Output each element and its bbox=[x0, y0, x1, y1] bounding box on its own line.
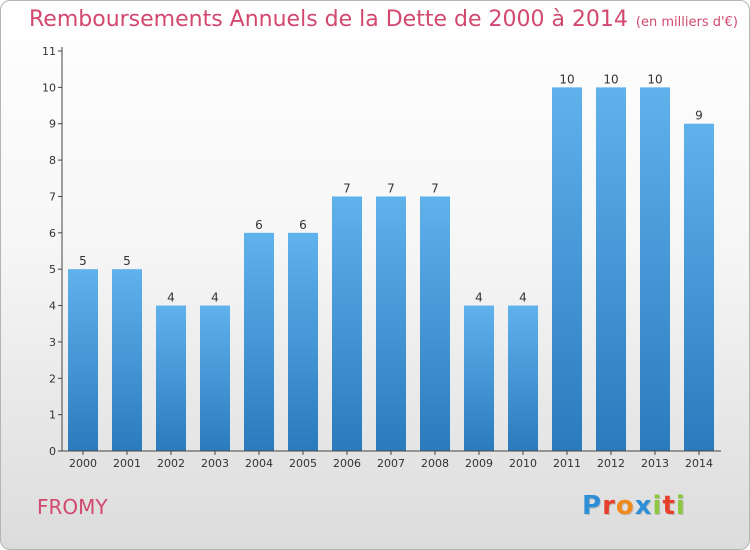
y-tick-label-3: 3 bbox=[49, 336, 56, 349]
y-tick-label-4: 4 bbox=[49, 300, 56, 313]
y-tick-label-1: 1 bbox=[49, 409, 56, 422]
logo-letter: t bbox=[662, 491, 676, 521]
bar-2002 bbox=[156, 305, 186, 451]
chart-title-text: Remboursements Annuels de la Dette de 20… bbox=[29, 7, 628, 32]
data-label-2009: 4 bbox=[475, 291, 483, 305]
bar-2014 bbox=[684, 123, 714, 452]
data-label-2008: 7 bbox=[431, 181, 439, 195]
y-tick-label-2: 2 bbox=[49, 372, 56, 385]
bar-2012 bbox=[596, 87, 626, 451]
data-label-2002: 4 bbox=[167, 291, 175, 305]
bars-group: 5 5 4 4 6 6 7 7 7 4 4 10 10 10 9 bbox=[68, 72, 714, 452]
data-label-2011: 10 bbox=[559, 72, 574, 86]
logo-letter: r bbox=[602, 491, 616, 521]
proxiti-logo: Proxiti bbox=[582, 491, 686, 521]
y-tick-label-9: 9 bbox=[49, 118, 56, 131]
bar-2000 bbox=[68, 269, 98, 451]
x-tick-label-2007: 2007 bbox=[377, 457, 405, 470]
data-label-2001: 5 bbox=[123, 254, 131, 268]
chart-title: Remboursements Annuels de la Dette de 20… bbox=[29, 7, 738, 32]
y-tick-label-6: 6 bbox=[49, 227, 56, 240]
y-tick-label-5: 5 bbox=[49, 263, 56, 276]
data-label-2006: 7 bbox=[343, 181, 351, 195]
logo-letter: x bbox=[634, 491, 653, 521]
x-tick-label-2008: 2008 bbox=[421, 457, 449, 470]
x-tick-label-2010: 2010 bbox=[509, 457, 537, 470]
data-label-2012: 10 bbox=[603, 72, 618, 86]
bar-2010 bbox=[508, 305, 538, 451]
data-label-2004: 6 bbox=[255, 218, 263, 232]
x-tick-label-2000: 2000 bbox=[69, 457, 97, 470]
bar-2013 bbox=[640, 87, 670, 451]
y-tick-label-10: 10 bbox=[42, 81, 56, 94]
logo-letter: P bbox=[582, 491, 603, 521]
chart-subtitle: (en milliers d'€) bbox=[635, 15, 738, 30]
y-tick-label-0: 0 bbox=[49, 445, 56, 458]
data-label-2014: 9 bbox=[695, 109, 703, 123]
data-label-2003: 4 bbox=[211, 291, 219, 305]
data-label-2013: 10 bbox=[647, 72, 662, 86]
bar-2004 bbox=[244, 232, 274, 451]
commune-name: FROMY bbox=[37, 495, 108, 519]
y-tick-label-7: 7 bbox=[49, 190, 56, 203]
bar-2005 bbox=[288, 232, 318, 451]
data-label-2007: 7 bbox=[387, 181, 395, 195]
axes-group: 2000 2001 2002 2003 2004 2005 2006 2007 2008 2009… bbox=[42, 45, 721, 470]
bar-2003 bbox=[200, 305, 230, 451]
x-tick-label-2002: 2002 bbox=[157, 457, 185, 470]
bar-2007 bbox=[376, 196, 406, 451]
data-label-2005: 6 bbox=[299, 218, 307, 232]
x-tick-label-2006: 2006 bbox=[333, 457, 361, 470]
y-tick-label-11: 11 bbox=[42, 45, 56, 58]
logo-letter: o bbox=[615, 491, 635, 521]
data-label-2000: 5 bbox=[79, 254, 87, 268]
x-tick-label-2005: 2005 bbox=[289, 457, 317, 470]
x-tick-label-2004: 2004 bbox=[245, 457, 273, 470]
x-tick-label-2001: 2001 bbox=[113, 457, 141, 470]
x-tick-label-2012: 2012 bbox=[597, 457, 625, 470]
bar-2011 bbox=[552, 87, 582, 451]
x-tick-label-2003: 2003 bbox=[201, 457, 229, 470]
bar-2009 bbox=[464, 305, 494, 451]
bar-2008 bbox=[420, 196, 450, 451]
logo-letter: i bbox=[675, 491, 686, 521]
logo-letter: i bbox=[652, 491, 663, 521]
x-tick-label-2013: 2013 bbox=[641, 457, 669, 470]
x-tick-label-2014: 2014 bbox=[685, 457, 713, 470]
bar-2001 bbox=[112, 269, 142, 451]
data-label-2010: 4 bbox=[519, 291, 527, 305]
y-tick-label-8: 8 bbox=[49, 154, 56, 167]
x-tick-label-2009: 2009 bbox=[465, 457, 493, 470]
x-tick-label-2011: 2011 bbox=[553, 457, 581, 470]
bar-2006 bbox=[332, 196, 362, 451]
